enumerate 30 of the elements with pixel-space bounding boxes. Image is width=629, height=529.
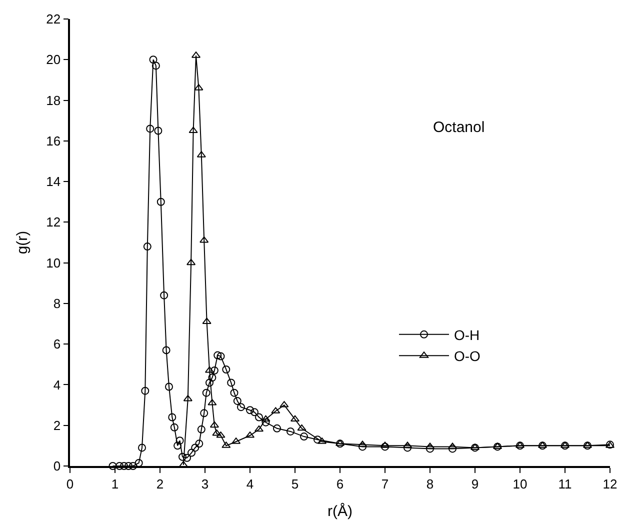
y-tick-label: 2: [53, 418, 61, 433]
x-tick-label: 7: [381, 476, 389, 492]
y-tick-label: 8: [53, 296, 61, 311]
x-tick-label: 10: [512, 476, 528, 492]
x-tick-label: 4: [246, 476, 254, 492]
y-tick-label: 18: [46, 92, 61, 108]
x-tick-label: 5: [291, 476, 299, 492]
y-tick-label: 6: [53, 336, 61, 352]
x-tick-label: 1: [111, 476, 119, 492]
y-tick-label: 20: [46, 52, 61, 68]
legend-label: O-O: [454, 348, 481, 364]
x-tick-label: 6: [336, 476, 344, 492]
y-tick-label: 0: [53, 458, 61, 474]
x-tick-label: 11: [558, 476, 572, 492]
y-tick-label: 22: [46, 12, 61, 27]
y-tick-label: 16: [46, 133, 61, 148]
x-tick-label: 3: [201, 476, 209, 492]
x-axis-title: r(Å): [328, 502, 352, 520]
y-tick-label: 12: [46, 214, 61, 230]
y-tick-label: 10: [46, 255, 61, 270]
legend-label: O-H: [454, 326, 480, 343]
x-tick-label: 0: [66, 476, 74, 492]
x-tick-label: 8: [426, 476, 434, 492]
x-tick-label: 9: [471, 476, 479, 492]
y-tick-label: 14: [46, 174, 61, 190]
x-tick-label: 2: [156, 476, 164, 492]
annotation: Octanol: [433, 119, 485, 136]
x-tick-label: 12: [602, 476, 618, 492]
y-axis-title: g(r): [14, 230, 31, 254]
y-tick-label: 4: [53, 377, 61, 392]
